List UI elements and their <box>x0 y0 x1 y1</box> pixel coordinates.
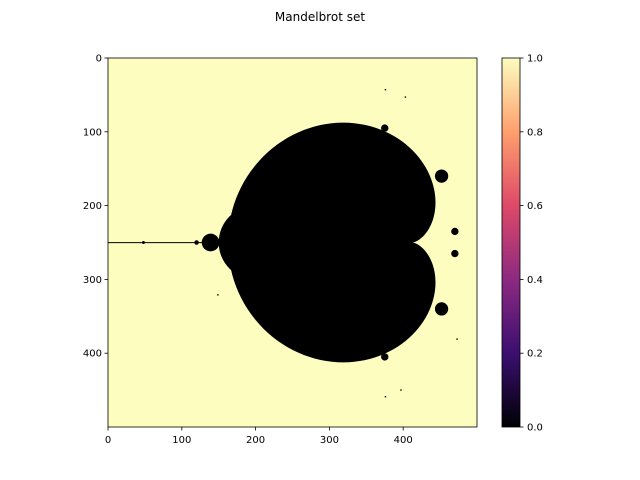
right-bulb-b <box>451 249 459 258</box>
bulb-lower-left <box>236 269 246 279</box>
x-tick-label-4: 400 <box>394 435 413 446</box>
plot-frame <box>107 57 478 428</box>
antenna <box>108 242 204 244</box>
colorbar-frame <box>501 57 521 428</box>
colorbar-tick-label-0: 0.0 <box>527 423 543 434</box>
y-tick-label-1: 100 <box>83 127 102 138</box>
speck-5 <box>217 294 219 296</box>
bottom-bulb <box>369 314 400 344</box>
mandelbrot-region <box>108 88 459 398</box>
bulb-upper-mid <box>320 151 333 164</box>
right-bulb-a <box>451 227 459 236</box>
bulb-lower-mid <box>320 321 333 334</box>
colorbar-tick-label-1: 0.2 <box>527 349 543 360</box>
speck-4 <box>400 389 402 391</box>
bottom-bulb-tip <box>381 353 389 361</box>
heatmap-plot <box>107 57 478 428</box>
x-tick-label-2: 200 <box>246 435 265 446</box>
main-cardioid <box>227 122 436 363</box>
top-bulb <box>369 141 400 171</box>
top-bulb-tip <box>381 124 389 132</box>
x-tick-label-1: 100 <box>172 435 191 446</box>
period4-bulb <box>201 233 220 252</box>
colorbar-tick-label-4: 0.8 <box>527 127 543 138</box>
bulb-upper-left <box>236 206 246 216</box>
colorbar: 0.0 0.2 0.4 0.6 0.8 1.0 <box>501 54 543 434</box>
x-axis: 0 100 200 300 400 <box>105 427 413 446</box>
speck-0 <box>384 88 387 91</box>
colorbar-tick-label-5: 1.0 <box>527 54 543 65</box>
y-tick-label-2: 200 <box>83 201 102 212</box>
x-tick-label-0: 0 <box>105 435 111 446</box>
colorbar-gradient <box>502 58 520 427</box>
speck-1 <box>404 96 407 98</box>
y-axis: 0 100 200 300 400 <box>83 54 108 360</box>
colorbar-tick-label-2: 0.4 <box>527 275 543 286</box>
y-tick-label-4: 400 <box>83 349 102 360</box>
speck-3 <box>384 396 387 398</box>
y-tick-label-0: 0 <box>96 54 102 65</box>
chart-title: Mandelbrot set <box>275 10 365 24</box>
bulb-upper-right <box>434 169 449 183</box>
speck-6 <box>456 338 458 340</box>
period2-bulb <box>218 205 293 280</box>
y-tick-label-3: 300 <box>83 275 102 286</box>
colorbar-ticks: 0.0 0.2 0.4 0.6 0.8 1.0 <box>520 54 543 434</box>
colorbar-tick-label-3: 0.6 <box>527 201 543 212</box>
bulb-lower-right <box>434 302 449 316</box>
x-tick-label-3: 300 <box>320 435 339 446</box>
